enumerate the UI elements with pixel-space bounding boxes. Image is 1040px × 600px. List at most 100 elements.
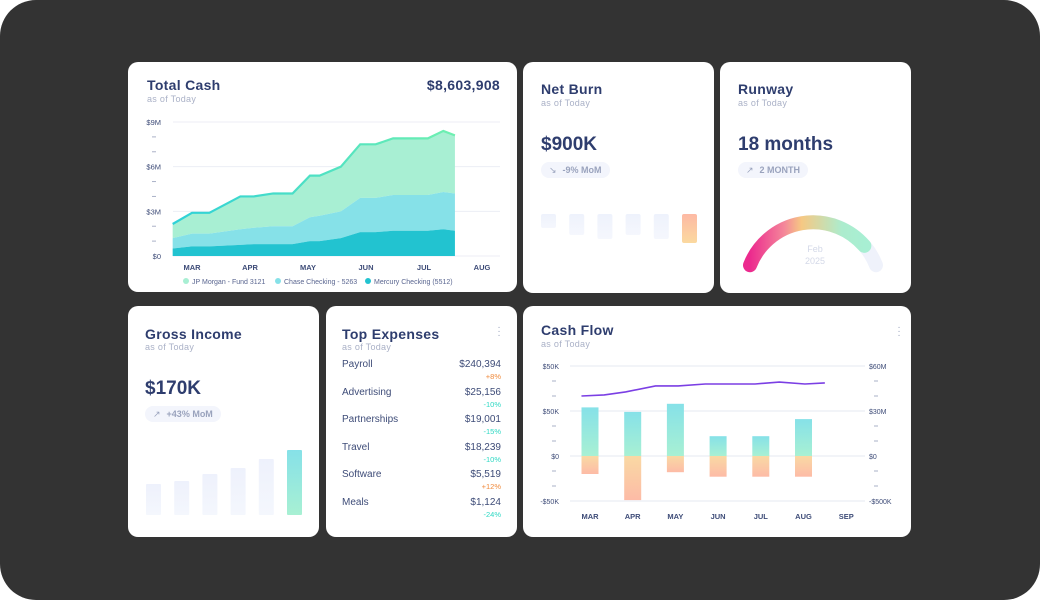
expense-amount: $240,394 <box>459 359 501 370</box>
expense-row[interactable]: Software $5,519 +12% <box>342 469 501 497</box>
x-tick-label: MAY <box>667 512 683 521</box>
expense-name: Payroll <box>342 359 373 370</box>
runway-card: Runway as of Today 18 months ↗ 2 MONTH Fe… <box>720 62 911 293</box>
cash-flow-card: Cash Flow as of Today · · · $50K $60M $50K $3… <box>523 306 911 537</box>
x-tick-label: SEP <box>839 512 854 521</box>
change-text: 2 MONTH <box>759 165 801 175</box>
expense-name: Software <box>342 469 382 480</box>
expense-name: Travel <box>342 441 370 453</box>
cash-flow-chart: $50K $60M $50K $30M $0 $0 -$50K -$500K MAR APR MAY… <box>540 364 892 521</box>
area-series <box>172 130 455 239</box>
x-tick-label: APR <box>242 263 258 272</box>
income-bar <box>287 450 302 515</box>
runway-gauge: Feb 2025 <box>743 215 883 273</box>
x-tick-label: MAR <box>581 512 599 521</box>
inflow-bar <box>795 419 812 456</box>
net-burn-bars <box>541 214 697 243</box>
right-tick-label: $0 <box>869 454 877 461</box>
card-subtitle: as of Today <box>342 342 392 352</box>
change-badge: ↗ 2 MONTH <box>738 162 809 178</box>
burn-bar <box>653 214 669 239</box>
expense-name: Meals <box>342 496 369 508</box>
left-tick-label: $0 <box>551 454 559 461</box>
expense-change: -10% <box>483 454 501 464</box>
area-series <box>172 229 455 256</box>
top-expenses-card: Top Expenses as of Today · · · Payroll $240… <box>326 306 517 537</box>
expense-row[interactable]: Partnerships $19,001 -15% <box>342 414 501 442</box>
arrow-up-right-icon: ↗ <box>153 409 161 419</box>
card-subtitle: as of Today <box>147 94 197 104</box>
expense-amount: $19,001 <box>464 414 501 425</box>
expense-row[interactable]: Travel $18,239 -10% <box>342 442 501 470</box>
change-badge: ↗ +43% MoM <box>145 406 221 422</box>
change-text: +43% MoM <box>166 409 213 419</box>
burn-bar <box>569 214 585 235</box>
card-title: Total Cash <box>147 77 221 93</box>
gross-income-bars <box>146 450 302 515</box>
card-title: Net Burn <box>541 81 603 97</box>
gauge-year: 2025 <box>805 256 825 266</box>
outflow-bar <box>709 456 727 477</box>
card-title: Gross Income <box>145 326 242 342</box>
income-bar <box>174 481 190 515</box>
x-tick-label: MAR <box>183 263 201 272</box>
expense-amount: $25,156 <box>464 386 501 398</box>
outflow-bar <box>795 456 812 477</box>
income-bar <box>202 474 218 515</box>
x-tick-label: JUN <box>711 512 726 521</box>
expense-change: -15% <box>483 427 501 436</box>
change-badge: ↘ -9% MoM <box>541 162 610 178</box>
gauge-fill <box>743 215 872 273</box>
card-subtitle: as of Today <box>738 98 788 108</box>
left-tick-label: $50K <box>543 409 560 416</box>
card-subtitle: as of Today <box>541 98 591 108</box>
outflow-bar <box>752 456 770 477</box>
expense-name: Partnerships <box>342 414 399 425</box>
income-bar <box>258 459 274 515</box>
balance-line <box>581 381 825 397</box>
expense-amount: $5,519 <box>470 469 501 480</box>
net-burn-amount: $900K <box>541 134 597 155</box>
x-tick-label: JUL <box>417 263 432 272</box>
card-subtitle: as of Today <box>145 342 195 352</box>
inflow-bar <box>581 407 599 456</box>
card-title: Top Expenses <box>342 326 440 342</box>
legend-swatch <box>183 278 189 284</box>
outflow-bar <box>581 456 599 474</box>
gauge-month: Feb <box>807 244 823 254</box>
x-tick-label: MAY <box>300 263 316 272</box>
gross-income-amount: $170K <box>145 378 201 399</box>
total-cash-chart: $0 $3M $6M $9M MAR APR MAY JUN JUL AUG JP Morgan -… <box>146 118 500 286</box>
more-vertical-icon[interactable]: · · · <box>497 322 501 341</box>
expense-change: -10% <box>483 399 501 409</box>
total-line <box>172 129 456 225</box>
expense-change: -24% <box>483 509 501 519</box>
gross-income-card: Gross Income as of Today $170K ↗ +43% MoM <box>128 306 319 537</box>
expense-row[interactable]: Advertising $25,156 -10% <box>342 387 501 415</box>
legend-swatch <box>275 278 281 284</box>
expense-row[interactable]: Payroll $240,394 +8% <box>342 359 501 387</box>
y-tick-label: $6M <box>146 163 161 172</box>
income-bar <box>146 484 161 515</box>
legend-label: Mercury Checking (5512) <box>374 279 453 286</box>
x-tick-label: JUN <box>358 263 373 272</box>
expense-row[interactable]: Meals $1,124 -24% <box>342 497 501 525</box>
x-tick-label: JUL <box>754 512 769 521</box>
x-tick-label: AUG <box>474 263 491 272</box>
inflow-bar <box>752 436 770 456</box>
left-tick-label: -$50K <box>540 499 559 506</box>
inflow-bar <box>624 411 642 456</box>
expense-change: +8% <box>485 372 501 381</box>
outflow-bar <box>624 456 642 501</box>
burn-bar <box>541 214 556 228</box>
card-title: Cash Flow <box>541 322 614 338</box>
total-cash-card: Total Cash as of Today $8,603,908 $0 $3M $… <box>128 62 517 292</box>
total-cash-amount: $8,603,908 <box>426 77 500 93</box>
right-tick-label: $30M <box>869 409 887 416</box>
legend-swatch <box>365 278 371 284</box>
y-tick-label: $3M <box>146 207 161 216</box>
burn-bar <box>597 214 613 239</box>
card-subtitle: as of Today <box>541 339 591 349</box>
more-vertical-icon[interactable]: · · · <box>897 322 901 341</box>
expense-name: Advertising <box>342 386 392 398</box>
